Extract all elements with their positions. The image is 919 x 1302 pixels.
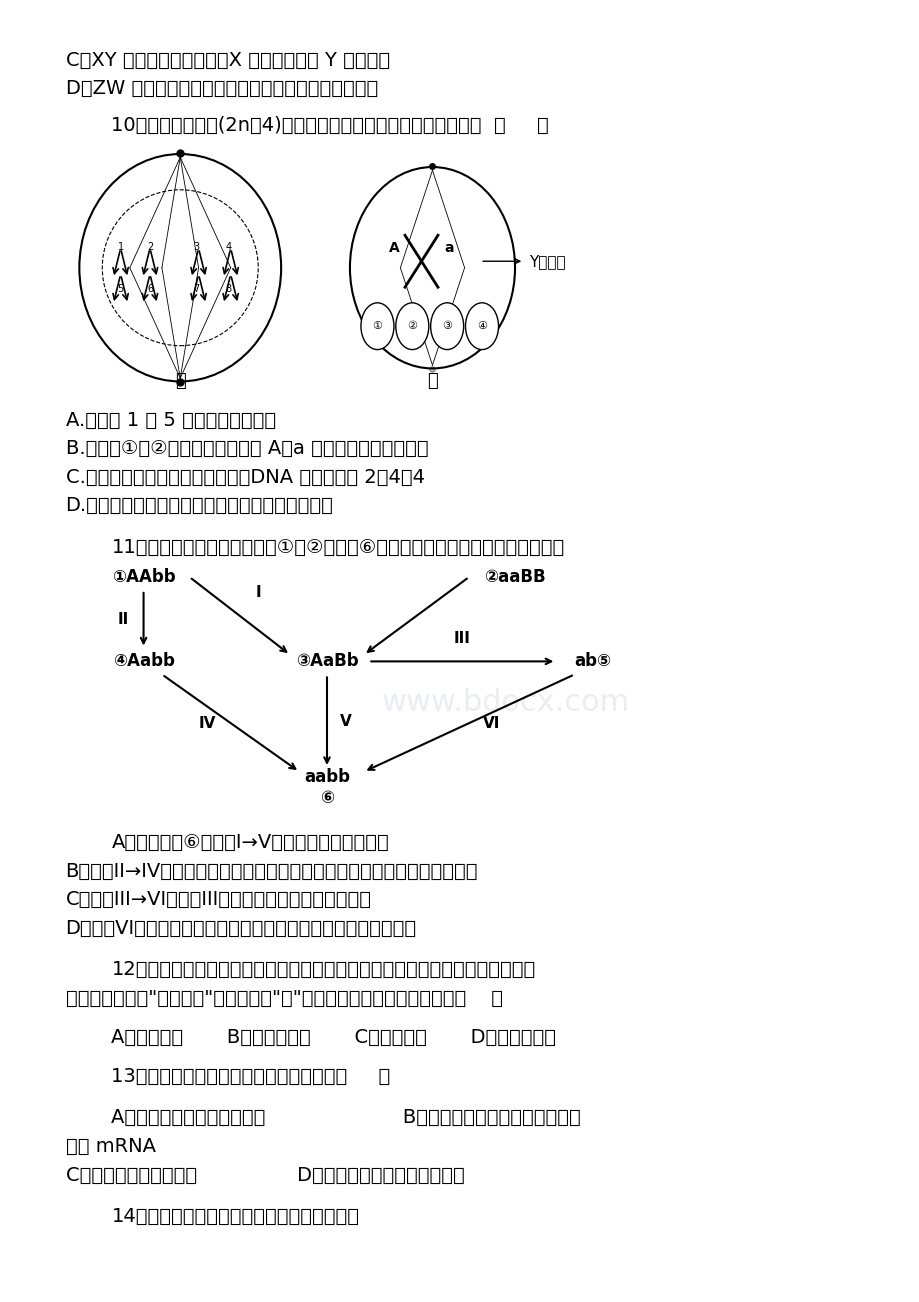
Text: D．ZW 型性别决定的生物，同型性染色体决定雄性个体: D．ZW 型性别决定的生物，同型性染色体决定雄性个体 [65,79,378,99]
Text: A: A [388,241,399,255]
Text: 11、如图表示某种农作物品种①和②培育出⑥的几种方法，有关说法错误的是（）: 11、如图表示某种农作物品种①和②培育出⑥的几种方法，有关说法错误的是（） [111,538,564,557]
Text: 5: 5 [118,284,124,293]
Text: 应的 mRNA: 应的 mRNA [65,1137,155,1156]
Text: A.图甲中 1 和 5 为一对同源染色体: A.图甲中 1 和 5 为一对同源染色体 [65,410,276,430]
Text: ab⑤: ab⑤ [573,652,611,671]
Text: 8: 8 [225,284,232,293]
Text: V: V [339,713,351,729]
Text: 10、如图是某生物(2n＝4)的细胞分裂示意图，下列叙述正确的是  （     ）: 10、如图是某生物(2n＝4)的细胞分裂示意图，下列叙述正确的是 （ ） [111,116,549,134]
Text: 1: 1 [118,242,123,253]
Text: ④Aabb: ④Aabb [112,652,175,671]
Text: www.bdocx.com: www.bdocx.com [381,689,630,717]
Text: Y染色体: Y染色体 [528,254,565,268]
Text: C．XY 型性别决定的生物，X 染色体一定比 Y 染色体大: C．XY 型性别决定的生物，X 染色体一定比 Y 染色体大 [65,51,390,70]
Text: A．棉株中含有杀虫蛋白基因                      B．大肠杆菌中具有胰岛素基因相: A．棉株中含有杀虫蛋白基因 B．大肠杆菌中具有胰岛素基因相 [111,1108,581,1128]
Text: D．过程VI常用一定浓度的秋水仙素或低温处理萌发的种子或幼苗: D．过程VI常用一定浓度的秋水仙素或低温处理萌发的种子或幼苗 [65,919,416,937]
Text: I: I [255,585,261,600]
Text: aabb
⑥: aabb ⑥ [303,768,349,807]
Text: 乙: 乙 [426,371,437,389]
Circle shape [430,303,463,349]
Text: 2: 2 [147,242,153,253]
Text: a: a [444,241,453,255]
Text: II: II [118,612,129,626]
Circle shape [465,303,498,349]
Text: ②aaBB: ②aaBB [483,568,545,586]
Text: ③AaBb: ③AaBb [295,652,357,671]
Text: D.图甲中有两个染色体组，图乙中有一个染色体组: D.图甲中有两个染色体组，图乙中有一个染色体组 [65,496,333,516]
Text: ①: ① [372,322,382,331]
Text: A．杂交育种       B．单倍体育种       C．诱变育种       D．多倍体育种: A．杂交育种 B．单倍体育种 C．诱变育种 D．多倍体育种 [111,1027,556,1047]
Text: C．通过III→VI过程的III过程利用了植物组织培养技术: C．通过III→VI过程的III过程利用了植物组织培养技术 [65,891,371,909]
Text: 甲: 甲 [175,371,186,389]
Text: ③: ③ [442,322,451,331]
Text: 14、下列四个试管中能模拟翻译过程的是（）: 14、下列四个试管中能模拟翻译过程的是（） [111,1207,359,1226]
Text: ①AAbb: ①AAbb [111,568,176,586]
Text: 环境造成严重的"白色污染"。培育专门"吃"这种塑料的细菌能手的方法是（    ）: 环境造成严重的"白色污染"。培育专门"吃"这种塑料的细菌能手的方法是（ ） [65,988,502,1008]
Text: ②: ② [407,322,417,331]
Text: B.图乙中①和②上相应位点的基因 A、a 一定是基因突变产生的: B.图乙中①和②上相应位点的基因 A、a 一定是基因突变产生的 [65,439,427,458]
Text: ④: ④ [476,322,486,331]
Text: III: III [453,630,471,646]
Text: VI: VI [482,716,500,730]
Text: IV: IV [199,716,216,730]
Text: B．通过II→IV过程最不容易达到目的，因为基因突变具有不定向性和低频性: B．通过II→IV过程最不容易达到目的，因为基因突变具有不定向性和低频性 [65,862,478,880]
Text: C.图乙细胞中染色体、染色单体、DNA 数量分别为 2、4、4: C.图乙细胞中染色体、染色单体、DNA 数量分别为 2、4、4 [65,467,425,487]
Text: 3: 3 [194,242,199,253]
Ellipse shape [79,154,281,381]
Ellipse shape [349,167,515,368]
Text: 13、下列能说明目的基因完成了表达的是（     ）: 13、下列能说明目的基因完成了表达的是（ ） [111,1066,391,1086]
Text: A．培育品种⑥的途径I→V，属于杂交育种的方法: A．培育品种⑥的途径I→V，属于杂交育种的方法 [111,833,389,852]
Text: 4: 4 [225,242,232,253]
Text: 7: 7 [193,284,199,293]
Circle shape [360,303,393,349]
Text: 12、有一种塑料在厌氧菌的作用下能迅速分解为无毒物质，可以降解，不至于对: 12、有一种塑料在厌氧菌的作用下能迅速分解为无毒物质，可以降解，不至于对 [111,960,535,979]
Text: 6: 6 [147,284,153,293]
Text: C．土豆含有抗盐的基因                D．酵母菌中提取到了人胰岛素: C．土豆含有抗盐的基因 D．酵母菌中提取到了人胰岛素 [65,1165,464,1185]
Circle shape [395,303,428,349]
